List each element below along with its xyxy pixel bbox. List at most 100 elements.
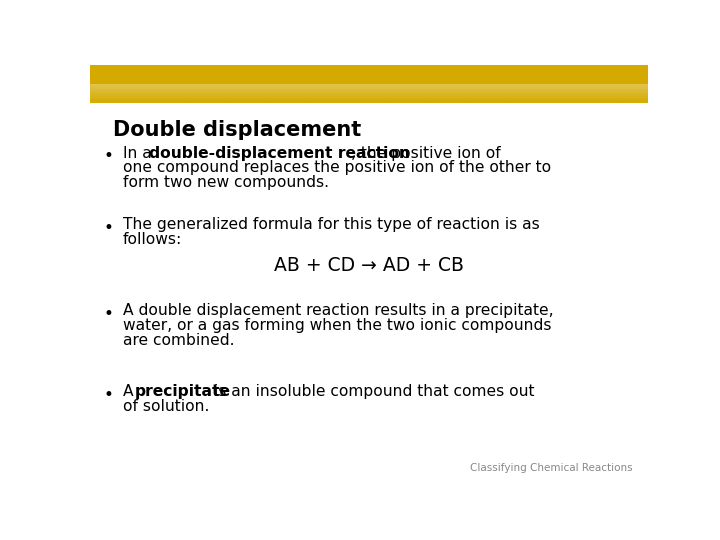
Polygon shape bbox=[187, 65, 281, 103]
Polygon shape bbox=[408, 65, 502, 103]
Polygon shape bbox=[649, 65, 720, 103]
Polygon shape bbox=[157, 65, 251, 103]
Polygon shape bbox=[6, 65, 100, 103]
Polygon shape bbox=[418, 65, 512, 103]
Polygon shape bbox=[328, 65, 421, 103]
Text: A: A bbox=[122, 384, 138, 400]
Polygon shape bbox=[468, 65, 562, 103]
Text: •: • bbox=[104, 147, 114, 165]
Polygon shape bbox=[127, 65, 220, 103]
Bar bbox=[90, 93, 648, 94]
Text: In a: In a bbox=[122, 146, 156, 161]
Text: , the positive ion of: , the positive ion of bbox=[351, 146, 500, 161]
Polygon shape bbox=[589, 65, 683, 103]
Polygon shape bbox=[508, 65, 602, 103]
Polygon shape bbox=[549, 65, 642, 103]
Text: form two new compounds.: form two new compounds. bbox=[122, 175, 328, 190]
Polygon shape bbox=[338, 65, 431, 103]
Bar bbox=[90, 94, 648, 95]
Polygon shape bbox=[629, 65, 720, 103]
Text: follows:: follows: bbox=[122, 232, 181, 247]
Bar bbox=[90, 88, 648, 89]
Polygon shape bbox=[27, 65, 120, 103]
Polygon shape bbox=[689, 65, 720, 103]
Bar bbox=[90, 102, 648, 103]
Polygon shape bbox=[498, 65, 592, 103]
Polygon shape bbox=[117, 65, 210, 103]
Polygon shape bbox=[528, 65, 622, 103]
Bar bbox=[90, 99, 648, 100]
Bar bbox=[90, 98, 648, 99]
Bar bbox=[90, 100, 648, 101]
Polygon shape bbox=[348, 65, 441, 103]
Text: Classifying Chemical Reactions: Classifying Chemical Reactions bbox=[470, 463, 632, 473]
Bar bbox=[90, 96, 648, 97]
Polygon shape bbox=[609, 65, 703, 103]
Polygon shape bbox=[47, 65, 140, 103]
Text: The generalized formula for this type of reaction is as: The generalized formula for this type of… bbox=[122, 217, 539, 232]
Bar bbox=[90, 65, 648, 103]
Bar bbox=[90, 87, 648, 88]
Polygon shape bbox=[17, 65, 110, 103]
Polygon shape bbox=[388, 65, 482, 103]
Polygon shape bbox=[107, 65, 200, 103]
Polygon shape bbox=[267, 65, 361, 103]
Polygon shape bbox=[428, 65, 522, 103]
Polygon shape bbox=[569, 65, 662, 103]
Bar bbox=[90, 89, 648, 90]
Polygon shape bbox=[228, 65, 321, 103]
Bar bbox=[90, 97, 648, 98]
Text: AB + CD → AD + CB: AB + CD → AD + CB bbox=[274, 256, 464, 275]
Bar bbox=[90, 90, 648, 91]
Polygon shape bbox=[488, 65, 582, 103]
Polygon shape bbox=[438, 65, 532, 103]
Polygon shape bbox=[37, 65, 130, 103]
Polygon shape bbox=[238, 65, 331, 103]
Text: precipitate: precipitate bbox=[135, 384, 230, 400]
Polygon shape bbox=[619, 65, 713, 103]
Polygon shape bbox=[197, 65, 291, 103]
Polygon shape bbox=[539, 65, 632, 103]
Polygon shape bbox=[207, 65, 301, 103]
Polygon shape bbox=[679, 65, 720, 103]
Polygon shape bbox=[56, 65, 150, 103]
Text: of solution.: of solution. bbox=[122, 399, 209, 414]
Text: one compound replaces the positive ion of the other to: one compound replaces the positive ion o… bbox=[122, 160, 551, 176]
Polygon shape bbox=[287, 65, 382, 103]
Polygon shape bbox=[368, 65, 462, 103]
Bar bbox=[90, 92, 648, 93]
Text: A double displacement reaction results in a precipitate,: A double displacement reaction results i… bbox=[122, 303, 553, 319]
Polygon shape bbox=[217, 65, 311, 103]
Text: Double displacement: Double displacement bbox=[113, 120, 361, 140]
Polygon shape bbox=[76, 65, 171, 103]
Text: are combined.: are combined. bbox=[122, 333, 234, 348]
Text: •: • bbox=[104, 305, 114, 323]
Polygon shape bbox=[66, 65, 161, 103]
Text: is an insoluble compound that comes out: is an insoluble compound that comes out bbox=[209, 384, 534, 400]
Polygon shape bbox=[599, 65, 693, 103]
Text: •: • bbox=[104, 386, 114, 404]
Polygon shape bbox=[277, 65, 372, 103]
Bar bbox=[90, 95, 648, 96]
Polygon shape bbox=[398, 65, 492, 103]
Polygon shape bbox=[307, 65, 401, 103]
Bar bbox=[90, 85, 648, 86]
Polygon shape bbox=[478, 65, 572, 103]
Polygon shape bbox=[318, 65, 411, 103]
Polygon shape bbox=[297, 65, 391, 103]
Polygon shape bbox=[579, 65, 672, 103]
Bar bbox=[90, 91, 648, 92]
Text: •: • bbox=[104, 219, 114, 237]
Polygon shape bbox=[639, 65, 720, 103]
Polygon shape bbox=[147, 65, 240, 103]
Polygon shape bbox=[559, 65, 652, 103]
Polygon shape bbox=[257, 65, 351, 103]
Polygon shape bbox=[518, 65, 612, 103]
Polygon shape bbox=[177, 65, 271, 103]
Polygon shape bbox=[449, 65, 542, 103]
Polygon shape bbox=[699, 65, 720, 103]
Text: water, or a gas forming when the two ionic compounds: water, or a gas forming when the two ion… bbox=[122, 318, 551, 333]
Polygon shape bbox=[458, 65, 552, 103]
Polygon shape bbox=[659, 65, 720, 103]
Bar bbox=[90, 86, 648, 87]
